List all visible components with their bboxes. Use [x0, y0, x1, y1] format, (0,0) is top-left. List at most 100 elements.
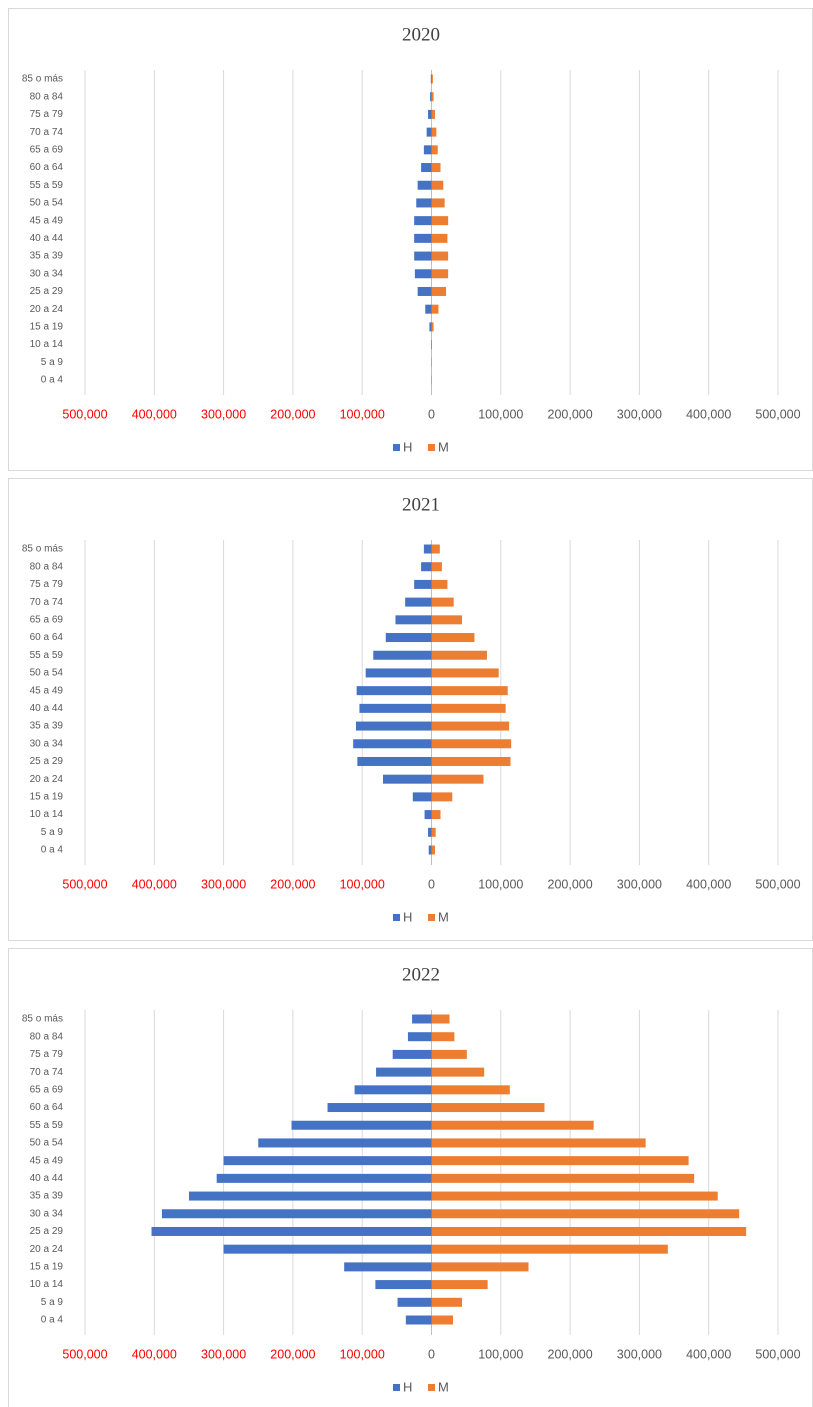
bar: [431, 1226, 747, 1236]
bar: [414, 579, 432, 589]
bar: [357, 756, 432, 766]
bar: [431, 774, 484, 784]
y-tick-label: 45 a 49: [30, 1155, 64, 1166]
bar: [423, 544, 432, 554]
y-tick-label: 70 a 74: [30, 127, 64, 138]
y-tick-label: 35 a 39: [30, 721, 64, 732]
bar: [405, 597, 432, 607]
x-tick-label: 200,000: [270, 407, 315, 421]
x-tick-label: 100,000: [340, 407, 385, 421]
bar: [395, 615, 432, 625]
legend-label: H: [403, 909, 412, 924]
legend-swatch: [393, 444, 400, 451]
bar: [416, 198, 432, 208]
x-tick-label: 400,000: [132, 877, 177, 891]
bar: [431, 827, 436, 837]
bar: [431, 633, 475, 643]
legend-swatch: [428, 914, 435, 921]
x-tick-label: 300,000: [617, 877, 662, 891]
bar: [151, 1226, 432, 1236]
y-tick-label: 35 a 39: [30, 251, 64, 262]
y-tick-label: 5 a 9: [41, 1297, 64, 1308]
bar: [431, 1032, 455, 1042]
x-tick-label: 200,000: [270, 1347, 315, 1361]
bar: [216, 1173, 432, 1183]
bar: [431, 1014, 450, 1024]
bar: [431, 1173, 695, 1183]
bar: [359, 703, 432, 713]
bar: [431, 579, 448, 589]
bar: [431, 233, 448, 243]
y-tick-label: 60 a 64: [30, 632, 64, 643]
y-tick-label: 70 a 74: [30, 597, 64, 608]
legend-label: M: [438, 1379, 449, 1394]
bar: [353, 739, 432, 749]
bar: [428, 109, 432, 119]
y-tick-label: 5 a 9: [41, 827, 64, 838]
bar: [431, 1085, 510, 1095]
panel-border: [8, 8, 813, 471]
x-tick-label: 300,000: [617, 1347, 662, 1361]
y-tick-label: 25 a 29: [30, 1226, 64, 1237]
bar: [431, 650, 487, 660]
x-tick-label: 200,000: [548, 1347, 593, 1361]
y-tick-label: 70 a 74: [30, 1067, 64, 1078]
bar: [354, 1085, 432, 1095]
bar: [385, 633, 432, 643]
bar: [405, 1315, 432, 1325]
bar: [161, 1209, 432, 1219]
bar: [431, 1120, 594, 1130]
bar: [431, 739, 512, 749]
bar: [365, 668, 432, 678]
bar: [397, 1297, 432, 1307]
y-tick-label: 5 a 9: [41, 357, 64, 368]
bar: [430, 92, 432, 102]
y-tick-label: 15 a 19: [30, 322, 64, 333]
bar: [431, 216, 449, 226]
x-tick-label: 400,000: [686, 877, 731, 891]
bar: [431, 845, 435, 855]
y-tick-label: 15 a 19: [30, 792, 64, 803]
bar: [291, 1120, 432, 1130]
legend-swatch: [393, 1384, 400, 1391]
x-tick-label: 500,000: [62, 877, 107, 891]
bar: [373, 650, 432, 660]
x-tick-label: 500,000: [62, 407, 107, 421]
bar: [431, 1315, 453, 1325]
chart: 2022 500,000 400,000 300,000 200,000 100,000 0…: [8, 948, 813, 1407]
bar: [414, 233, 432, 243]
bar: [412, 1014, 432, 1024]
y-tick-label: 60 a 64: [30, 1102, 64, 1113]
y-tick-label: 20 a 24: [30, 304, 64, 315]
legend-label: M: [438, 439, 449, 454]
bar: [431, 180, 444, 190]
y-tick-label: 30 a 34: [30, 738, 64, 749]
bar: [431, 198, 445, 208]
bar: [431, 1280, 488, 1290]
bar: [431, 1262, 529, 1272]
y-tick-label: 80 a 84: [30, 1031, 64, 1042]
bar: [188, 1191, 432, 1201]
y-tick-label: 75 a 79: [30, 109, 64, 120]
x-tick-label: 300,000: [617, 407, 662, 421]
x-tick-label: 0: [428, 407, 435, 421]
x-tick-label: 500,000: [755, 407, 800, 421]
y-tick-label: 55 a 59: [30, 1120, 64, 1131]
bar: [421, 562, 432, 572]
x-tick-label: 400,000: [686, 1347, 731, 1361]
y-tick-label: 60 a 64: [30, 162, 64, 173]
y-tick-label: 30 a 34: [30, 1208, 64, 1219]
bar: [431, 1209, 740, 1219]
bar: [223, 1244, 432, 1254]
y-tick-label: 40 a 44: [30, 1173, 64, 1184]
bar: [421, 163, 432, 173]
bar: [376, 1067, 432, 1077]
bar: [431, 544, 440, 554]
legend-swatch: [393, 914, 400, 921]
y-tick-label: 25 a 29: [30, 756, 64, 767]
bar: [431, 286, 447, 296]
bar: [423, 145, 432, 155]
chart: 2020 500,000 400,000 300,000 200,000 100,000 0…: [8, 8, 813, 471]
bar: [431, 269, 449, 279]
y-tick-label: 0 a 4: [41, 845, 64, 856]
